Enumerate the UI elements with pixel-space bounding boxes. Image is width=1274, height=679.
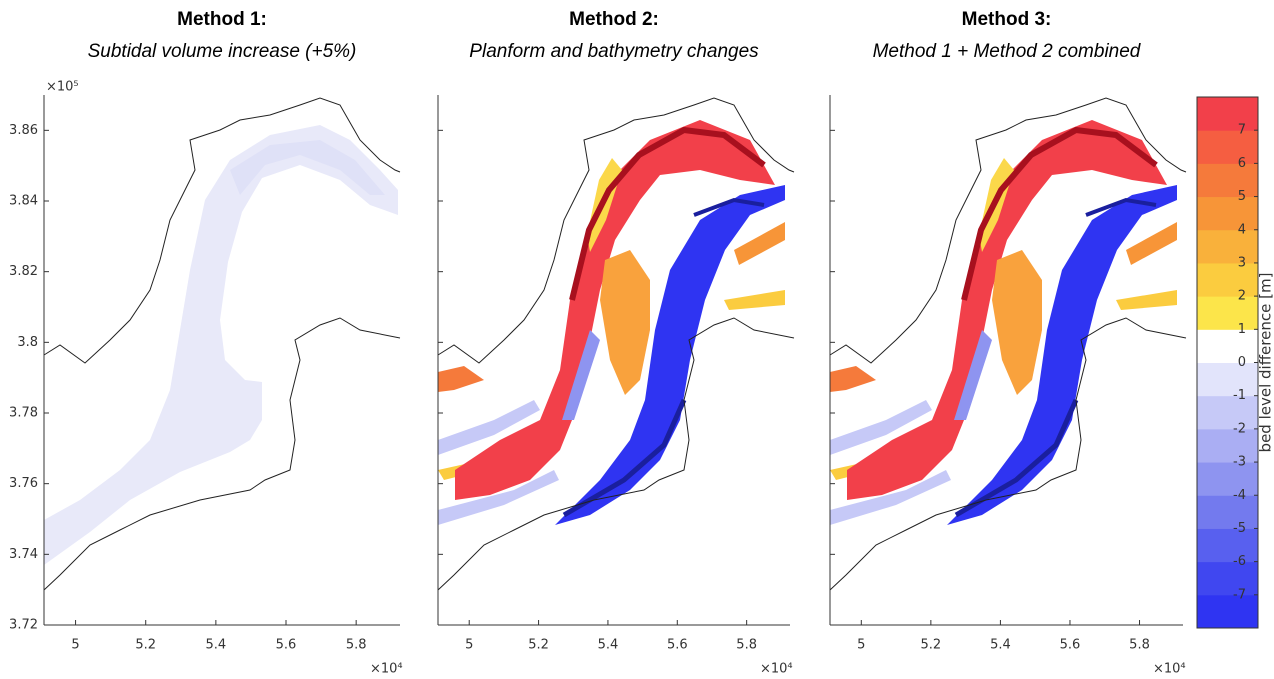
panel-3-field: [830, 98, 1186, 590]
colorbar-segment: [1197, 197, 1258, 231]
x-tick-label: 5: [71, 638, 79, 653]
y-tick-label: 3.82: [9, 264, 38, 279]
panel-subtitle: Method 1 + Method 2 combined: [873, 41, 1142, 62]
colorbar-tick-label: 7: [1238, 123, 1246, 138]
colorbar-segment: [1197, 296, 1258, 330]
x-tick-label: 5.2: [921, 638, 942, 653]
y-multiplier: ×10⁵: [46, 80, 79, 95]
colorbar-segment: [1197, 97, 1258, 131]
colorbar-tick-label: -5: [1233, 521, 1246, 536]
x-tick-label: 5.6: [1060, 638, 1081, 653]
x-tick-label: 5.6: [276, 638, 297, 653]
panel-title: Method 1:: [177, 9, 267, 30]
panel-subtitle: Planform and bathymetry changes: [469, 41, 759, 62]
x-multiplier: ×10⁴: [1153, 662, 1186, 676]
colorbar-tick-label: 6: [1238, 156, 1246, 171]
x-tick-label: 5.6: [667, 638, 688, 653]
colorbar-tick-label: -3: [1233, 455, 1246, 470]
panel-subtitle: Subtidal volume increase (+5%): [88, 41, 357, 62]
colorbar-segment: [1197, 528, 1258, 562]
colorbar-label: bed level difference [m]: [1257, 273, 1274, 453]
x-multiplier: ×10⁴: [760, 662, 793, 676]
y-tick-label: 3.84: [9, 194, 38, 209]
colorbar-tick-label: 0: [1238, 355, 1246, 370]
y-tick-label: 3.78: [9, 406, 38, 421]
colorbar-segment: [1197, 263, 1258, 297]
colorbar-segment: [1197, 595, 1258, 629]
colorbar-segment: [1197, 429, 1258, 463]
colorbar-tick-label: -2: [1233, 421, 1246, 436]
x-tick-label: 5.4: [598, 638, 619, 653]
colorbar-segment: [1197, 562, 1258, 596]
x-tick-label: 5: [465, 638, 473, 653]
colorbar-segment: [1197, 230, 1258, 264]
panel-1-field: [44, 98, 400, 590]
colorbar-tick-label: 5: [1238, 189, 1246, 204]
colorbar-segment: [1197, 163, 1258, 197]
colorbar-tick-label: -6: [1233, 554, 1246, 569]
colorbar-segment: [1197, 396, 1258, 430]
colorbar-tick-label: 4: [1238, 222, 1246, 237]
colorbar-segment: [1197, 462, 1258, 496]
colorbar-tick-label: -4: [1233, 488, 1246, 503]
y-tick-label: 3.8: [17, 335, 38, 350]
x-tick-label: 5.4: [206, 638, 227, 653]
y-tick-label: 3.72: [9, 618, 38, 633]
colorbar-segment: [1197, 363, 1258, 397]
y-tick-label: 3.74: [9, 547, 38, 562]
x-tick-label: 5.8: [1129, 638, 1150, 653]
x-tick-label: 5: [857, 638, 865, 653]
x-tick-label: 5.4: [990, 638, 1011, 653]
colorbar-tick-label: 2: [1238, 289, 1246, 304]
x-tick-label: 5.8: [346, 638, 367, 653]
x-tick-label: 5.8: [736, 638, 757, 653]
x-tick-label: 5.2: [135, 638, 156, 653]
colorbar-segment: [1197, 130, 1258, 164]
colorbar-tick-label: -1: [1233, 388, 1246, 403]
panel-title: Method 3:: [962, 9, 1052, 30]
x-tick-label: 5.2: [528, 638, 549, 653]
y-tick-label: 3.76: [9, 476, 38, 491]
colorbar-tick-label: -7: [1233, 587, 1246, 602]
colorbar-tick-label: 1: [1238, 322, 1246, 337]
x-multiplier: ×10⁴: [370, 662, 403, 676]
colorbar-segment: [1197, 495, 1258, 529]
y-tick-label: 3.86: [9, 123, 38, 138]
colorbar-segment: [1197, 329, 1258, 363]
panel-title: Method 2:: [569, 9, 659, 30]
colorbar-tick-label: 3: [1238, 255, 1246, 270]
panel-2-field: [438, 98, 794, 590]
